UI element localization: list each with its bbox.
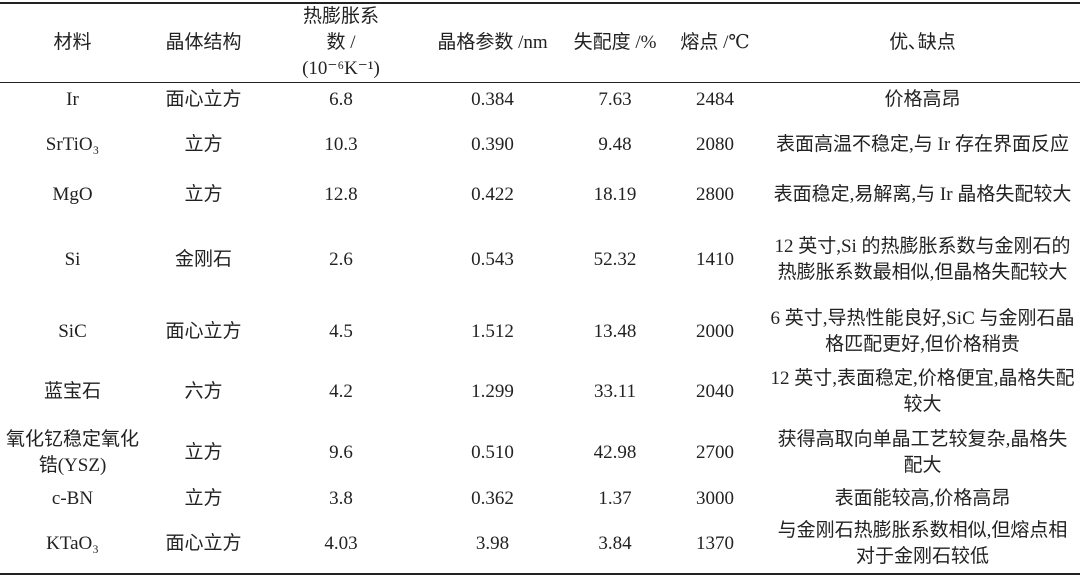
table-cell: 2484 (696, 89, 734, 111)
table-cell: 4.03 (324, 533, 358, 554)
table-cell: 7.63 (598, 89, 632, 111)
table-row: KTaO₃ 面心立方 4.03 3.98 3.84 1370 与金刚石热膨胀系数相似,但熔点… (0, 516, 1080, 574)
table-cell: 0.543 (471, 249, 514, 270)
table-cell: 12.8 (324, 184, 358, 205)
table-row: 氧化钇稳定氧化锆(YSZ) 立方 9.6 0.510 42.98 2700 获得高取向单晶工… (0, 423, 1080, 483)
table-cell: 18.19 (593, 184, 637, 205)
table-cell: 3.8 (329, 488, 353, 509)
table-cell: MgO (52, 184, 93, 205)
table-row: Si 金刚石 2.6 0.543 52.32 1410 12 英寸,Si 的热膨胀系数与金刚… (0, 218, 1080, 303)
header-cell: 熔点 /℃ (680, 32, 750, 53)
table-cell: 0.384 (471, 89, 514, 111)
table-cell: 面心立方 (165, 533, 242, 554)
table-cell: 1.37 (598, 488, 632, 509)
table-cell: 获得高取向单晶工艺较复杂,晶格失配大 (777, 428, 1068, 476)
table-cell: 2.6 (329, 249, 353, 270)
table-row: Ir 面心立方 6.8 0.384 7.63 2484 价格高昂 (0, 83, 1080, 118)
table-cell: 6.8 (329, 89, 353, 111)
table-cell: 12 英寸,表面稳定,价格便宜,晶格失配较大 (770, 367, 1075, 415)
header-row: 材料 晶体结构 热膨胀系数 / (10⁻⁶K⁻¹) 晶格参数 /nm 失配度 /% 熔点 … (0, 3, 1080, 83)
table-cell: Si (64, 249, 81, 270)
table-cell: 立方 (184, 441, 223, 463)
table-header: 材料 晶体结构 热膨胀系数 / (10⁻⁶K⁻¹) 晶格参数 /nm 失配度 /% 熔点 … (0, 3, 1080, 83)
header-cell: 材料 (53, 32, 92, 53)
table-cell: 1.299 (471, 380, 514, 402)
table-cell: KTaO₃ (46, 533, 99, 554)
table-cell: 42.98 (593, 441, 637, 463)
table-cell: 3.84 (598, 533, 632, 554)
table-body: Ir 面心立方 6.8 0.384 7.63 2484 价格高昂 SrTiO₃ 立方 10.3 0.… (0, 83, 1080, 574)
table-cell: 表面能较高,价格高昂 (834, 488, 1011, 509)
table-cell: 3.98 (475, 533, 510, 554)
table-cell: 52.32 (593, 249, 637, 270)
table-cell: 立方 (184, 488, 223, 509)
table-cell: 3000 (696, 488, 734, 509)
table-cell: 2800 (696, 184, 734, 205)
table-cell: 1410 (696, 249, 734, 270)
table-cell: SiC (58, 320, 87, 342)
table-cell: 与金刚石热膨胀系数相似,但熔点相对于金刚石较低 (777, 520, 1068, 567)
table-cell: 1370 (696, 533, 734, 554)
table-cell: 9.48 (598, 134, 632, 155)
table-cell: 10.3 (324, 134, 358, 155)
table-cell: 13.48 (593, 320, 637, 342)
table-cell: Ir (66, 89, 79, 111)
table-cell: 2000 (696, 320, 734, 342)
table-cell: 蓝宝石 (43, 380, 101, 402)
table-row: SiC 面心立方 4.5 1.512 13.48 2000 6 英寸,导热性能良好,SiC … (0, 303, 1080, 361)
table-cell: 1.512 (471, 320, 514, 342)
table-cell: 立方 (184, 134, 223, 155)
header-cell: 热膨胀系数 / (10⁻⁶K⁻¹) (302, 6, 380, 79)
table-cell: 面心立方 (165, 320, 242, 342)
table-cell: 立方 (184, 184, 223, 205)
table-cell: 氧化钇稳定氧化锆(YSZ) (5, 428, 139, 476)
header-cell: 优､缺点 (889, 32, 956, 53)
table-cell: 33.11 (593, 380, 637, 402)
table-cell: 0.422 (471, 184, 514, 205)
table-cell: 2080 (696, 134, 734, 155)
table-row: 蓝宝石 六方 4.2 1.299 33.11 2040 12 英寸,表面稳定,价格便宜,晶格… (0, 361, 1080, 423)
header-cell: 晶体结构 (165, 32, 242, 53)
table-cell: 2700 (696, 441, 734, 463)
table-cell: 6 英寸,导热性能良好,SiC 与金刚石晶格匹配更好,但价格稍贵 (770, 307, 1075, 355)
table-cell: 表面稳定,易解离,与 Ir 晶格失配较大 (773, 184, 1072, 205)
table-cell: 六方 (184, 380, 223, 402)
table-cell: 金刚石 (174, 249, 232, 270)
table-row: SrTiO₃ 立方 10.3 0.390 9.48 2080 表面高温不稳定,与 Ir 存在… (0, 118, 1080, 173)
table-cell: c-BN (51, 488, 94, 509)
table-row: MgO 立方 12.8 0.422 18.19 2800 表面稳定,易解离,与 Ir 晶格失… (0, 173, 1080, 218)
table-cell: 9.6 (329, 441, 353, 463)
header-cell: 失配度 /% (573, 32, 657, 53)
table-cell: 2040 (696, 380, 734, 402)
table-cell: SrTiO₃ (45, 134, 100, 155)
table-cell: 价格高昂 (884, 89, 961, 111)
table-cell: 表面高温不稳定,与 Ir 存在界面反应 (776, 134, 1069, 155)
table-cell: 12 英寸,Si 的热膨胀系数与金刚石的热膨胀系数最相似,但晶格失配较大 (774, 236, 1071, 283)
header-cell: 晶格参数 /nm (437, 32, 548, 53)
table-cell: 4.2 (329, 380, 353, 402)
table-cell: 0.510 (471, 441, 514, 463)
table-cell: 4.5 (329, 320, 353, 342)
table-cell: 面心立方 (165, 89, 242, 111)
table-cell: 0.362 (471, 488, 514, 509)
table-row: c-BN 立方 3.8 0.362 1.37 3000 表面能较高,价格高昂 (0, 483, 1080, 516)
table-cell: 0.390 (471, 134, 514, 155)
